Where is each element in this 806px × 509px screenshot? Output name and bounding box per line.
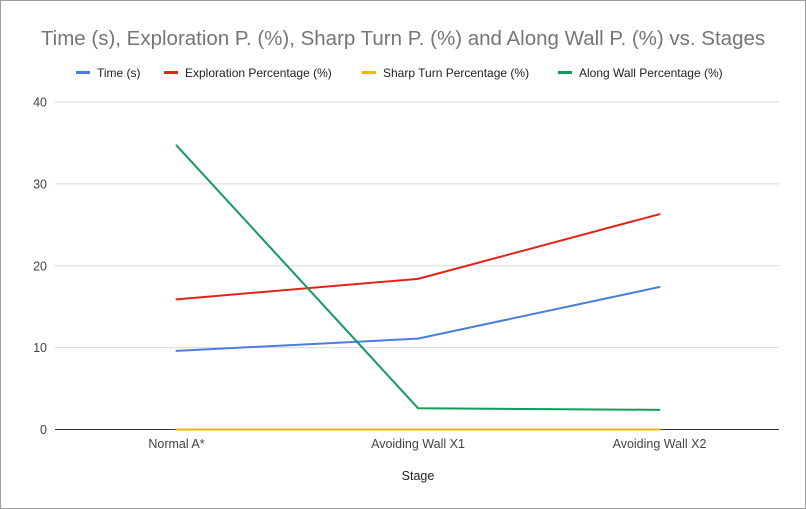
legend-swatch — [164, 71, 178, 74]
y-tick-label: 30 — [33, 177, 47, 191]
x-tick-label: Avoiding Wall X2 — [613, 437, 707, 451]
legend-label: Sharp Turn Percentage (%) — [383, 66, 529, 80]
y-tick-label: 0 — [40, 423, 47, 437]
y-tick-label: 40 — [33, 96, 47, 110]
legend-label: Along Wall Percentage (%) — [579, 66, 723, 80]
legend-label: Exploration Percentage (%) — [185, 66, 332, 80]
y-tick-label: 10 — [33, 341, 47, 355]
x-tick-label: Avoiding Wall X1 — [371, 437, 465, 451]
x-axis-title: Stage — [402, 469, 435, 483]
legend-swatch — [76, 71, 90, 74]
y-axis-ticks: 0 10 20 30 40 — [33, 96, 47, 438]
legend: Time (s) Exploration Percentage (%) Sharp … — [76, 66, 723, 80]
y-tick-label: 20 — [33, 259, 47, 273]
x-tick-label: Normal A* — [148, 437, 204, 451]
series-line-4 — [175, 144, 661, 411]
legend-swatch — [362, 71, 376, 74]
x-axis-ticks: Normal A* Avoiding Wall X1 Avoiding Wall X… — [148, 437, 706, 451]
series-lines — [175, 144, 661, 431]
series-line-2 — [175, 213, 661, 301]
legend-label: Time (s) — [97, 66, 141, 80]
legend-swatch — [558, 71, 572, 74]
gridlines — [55, 101, 779, 349]
series-line-1 — [175, 286, 661, 352]
chart-title: Time (s), Exploration P. (%), Sharp Turn… — [41, 27, 765, 50]
